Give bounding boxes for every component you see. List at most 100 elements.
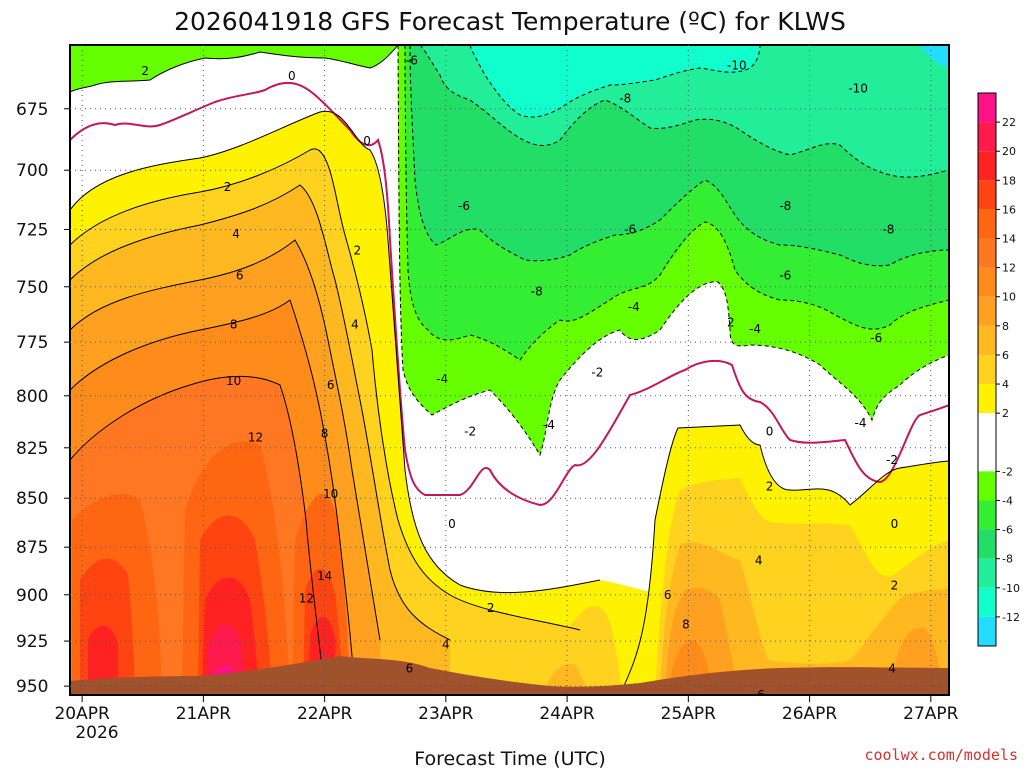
contour-two-west [70, 110, 601, 594]
contour-label: -6 [458, 199, 470, 213]
x-tick-label-21APR: 21APR [176, 704, 232, 724]
x-tick-label-24APR: 24APR [539, 704, 595, 724]
colorbar-band-6 [978, 267, 996, 297]
colorbar-label--2: -2 [1002, 465, 1013, 478]
contour-label: 2 [224, 180, 232, 194]
contour-label: -10 [848, 82, 868, 96]
colorbar-label--6: -6 [1002, 524, 1013, 537]
colorbar-band-8 [978, 325, 996, 355]
contour-label: 4 [232, 227, 240, 241]
colorbar-label-20: 20 [1002, 145, 1016, 158]
y-tick-label-750: 750 [16, 278, 48, 298]
contour-label: 0 [363, 134, 371, 148]
contour-minus-ten [469, 45, 761, 118]
contour-label: 4 [888, 661, 896, 675]
contour-label: 2 [141, 64, 149, 78]
contour-minus-six [409, 45, 949, 267]
colorbar-label--8: -8 [1002, 553, 1013, 566]
contour-two-topleft [70, 45, 399, 93]
terrain [70, 656, 949, 695]
contour-label: -4 [628, 300, 640, 314]
contour-label: 4 [351, 318, 359, 332]
contour-label: -4 [855, 416, 867, 430]
contour-label: -8 [619, 92, 631, 106]
colorbar-band-3 [978, 180, 996, 210]
colorbar-band-13 [978, 500, 996, 530]
colorbar-label-14: 14 [1002, 233, 1016, 246]
plot-area: 2 002468101224681012146420-2-4-6-6-8-4-2-… [70, 45, 949, 702]
contour-label: -6 [779, 268, 791, 282]
y-tick-label-675: 675 [16, 100, 48, 120]
colorbar-band-16 [978, 587, 996, 617]
x-tick-label-22APR: 22APR [297, 704, 353, 724]
colorbar-frame [977, 92, 997, 647]
contour-label: 8 [230, 318, 238, 332]
colorbar-band-2 [978, 151, 996, 181]
contour-label: -6 [406, 54, 418, 68]
contour-four-west [70, 148, 581, 631]
contour-label: -8 [779, 199, 791, 213]
contour-label: 6 [757, 688, 765, 702]
y-tick-label-850: 850 [16, 489, 48, 509]
colorbar-label-2: 2 [1002, 407, 1009, 420]
colorbar-band-12 [978, 471, 996, 501]
x-tick-label-20APR: 20APR [54, 704, 110, 724]
colorbar-band-11 [978, 413, 996, 472]
contour-label: 6 [406, 661, 414, 675]
contour-twelve-west [70, 375, 326, 695]
band-4to6-mid [535, 606, 622, 690]
contour-minus-eight [419, 45, 949, 178]
colorbar-band-17 [978, 616, 996, 646]
colorbar-band-7 [978, 296, 996, 326]
contour-label: 0 [288, 69, 296, 83]
colorbar-band-10 [978, 384, 996, 414]
y-tick-label-950: 950 [16, 677, 48, 697]
colorbar-label-16: 16 [1002, 203, 1016, 216]
band-m12-m14 [920, 45, 949, 68]
contour-label: 2 [766, 479, 774, 493]
contour-eight-west [70, 239, 381, 641]
contour-lines [70, 45, 949, 695]
contour-label: -8 [882, 222, 894, 236]
contour-label: 10 [226, 374, 241, 388]
contour-label: 2 [891, 578, 899, 592]
band-m10-m12 [470, 45, 760, 117]
colorbar-band-0 [978, 93, 996, 123]
colorbar-label-12: 12 [1002, 262, 1016, 275]
x-tick-label-25APR: 25APR [661, 704, 717, 724]
contour-label: -2 [591, 365, 603, 379]
band-6to8-east [660, 542, 949, 695]
contour-label: 12 [248, 431, 263, 445]
gridlines [70, 45, 949, 695]
colorbar-label-18: 18 [1002, 174, 1016, 187]
contour-zero-west [70, 81, 949, 507]
colorbar-label-8: 8 [1002, 320, 1009, 333]
chart-title: 2026041918 GFS Forecast Temperature (ºC)… [174, 7, 846, 36]
contour-label: -2 [886, 453, 898, 467]
contour-label: -4 [436, 372, 448, 386]
contour-labels: 2 002468101224681012146420-2-4-6-6-8-4-2-… [141, 54, 899, 702]
contour-label: -4 [749, 322, 761, 336]
y-tick-label-925: 925 [16, 632, 48, 652]
contour-label: 0 [891, 517, 899, 531]
contour-minus-two [397, 45, 949, 457]
y-axis: 675 700 725 750 775 800 825 850 875 900 925 950 [16, 100, 70, 697]
contour-label: 2 [727, 315, 735, 329]
colorbar-band-14 [978, 529, 996, 559]
y-tick-label-825: 825 [16, 439, 48, 459]
credit-text: coolwx.com/models [864, 746, 1018, 764]
colorbar-band-9 [978, 354, 996, 385]
contour-two-east [619, 424, 949, 695]
y-tick-label-725: 725 [16, 220, 48, 240]
colorbar-band-5 [978, 238, 996, 268]
y-tick-label-775: 775 [16, 333, 48, 353]
contour-label: 12 [299, 592, 314, 606]
x-axis-title: Forecast Time (UTC) [414, 748, 605, 768]
contour-label: 6 [327, 378, 335, 392]
contour-label: 0 [448, 517, 456, 531]
band-18to20-west-a [88, 625, 118, 695]
contour-label: 8 [682, 618, 690, 632]
contour-label: -4 [543, 418, 555, 432]
contour-label: 4 [442, 638, 450, 652]
